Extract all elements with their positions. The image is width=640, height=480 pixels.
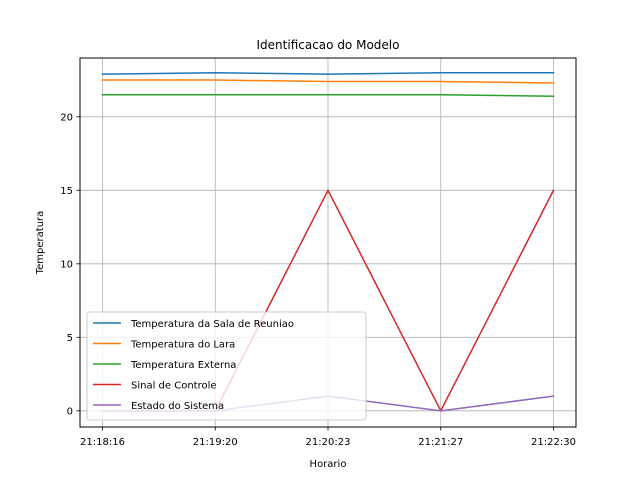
y-axis-label: Temperatura	[35, 211, 46, 276]
x-tick-label: 21:21:27	[418, 437, 463, 448]
legend-label: Estado do Sistema	[131, 401, 224, 412]
series-line-temperatura-do-lara	[101, 79, 555, 84]
y-tick-label: 0	[67, 406, 73, 417]
x-tick-label: 21:18:16	[80, 437, 125, 448]
y-tick-label: 20	[60, 112, 73, 123]
y-tick-label: 15	[60, 186, 73, 197]
legend: Temperatura da Sala de Reuniao Temperatur…	[86, 311, 367, 421]
legend-label: Temperatura da Sala de Reuniao	[130, 319, 294, 330]
axis-ticks: 21:18:16 21:19:20 21:20:23 21:21:27 21:22:30…	[60, 112, 576, 448]
x-tick-label: 21:20:23	[306, 437, 351, 448]
y-tick-label: 10	[60, 259, 73, 270]
chart-title: Identificacao do Modelo	[257, 38, 400, 52]
legend-label: Temperatura do Lara	[130, 340, 235, 351]
series-line-temperatura-da-sala-de-reuniao	[101, 71, 555, 75]
legend-box	[86, 311, 367, 421]
x-tick-label: 21:19:20	[193, 437, 238, 448]
series-line-temperatura-externa	[101, 94, 555, 97]
x-tick-label: 21:22:30	[531, 437, 576, 448]
y-tick-label: 5	[67, 333, 73, 344]
x-axis-label: Horario	[310, 459, 347, 470]
legend-label: Temperatura Externa	[130, 360, 236, 371]
legend-label: Sinal de Controle	[131, 381, 217, 392]
